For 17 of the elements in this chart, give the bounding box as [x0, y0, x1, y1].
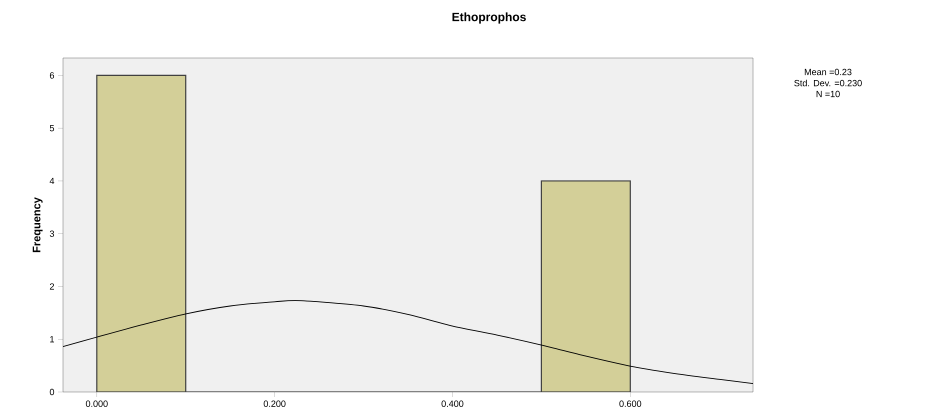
- chart-title: Ethoprophos: [452, 12, 526, 24]
- y-tick-label: 4: [50, 178, 54, 184]
- text: Std. Dev. =0.230: [794, 80, 862, 86]
- y-tick-label: 6: [50, 72, 54, 79]
- y-tick-label: 1: [50, 336, 54, 342]
- line-series: [63, 300, 754, 384]
- x-tick-label: 0.000: [86, 400, 108, 407]
- text: Mean =0.23: [804, 68, 852, 76]
- y-tick-label: 3: [50, 230, 54, 237]
- x-tick-label: 0.600: [619, 400, 642, 407]
- x-tick-label: 0.200: [264, 400, 286, 407]
- y-tick-label: 2: [50, 283, 54, 290]
- x-tick-label: 0.400: [442, 400, 464, 407]
- y-axis-title: Frequency: [32, 197, 43, 252]
- text: N =10: [816, 90, 840, 98]
- y-tick-label: 5: [50, 125, 54, 132]
- y-tick-label: 0: [50, 388, 54, 396]
